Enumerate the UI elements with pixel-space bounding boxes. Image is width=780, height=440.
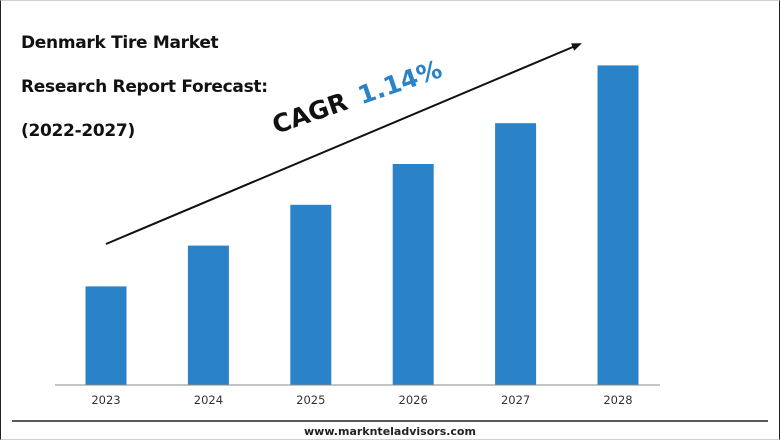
title-line-3: (2022-2027) bbox=[21, 121, 135, 141]
bar-2028 bbox=[597, 65, 639, 386]
bars-group bbox=[85, 65, 639, 386]
x-tick-2026: 2026 bbox=[399, 393, 428, 407]
cagr-label: CAGR bbox=[269, 87, 352, 140]
x-tick-2025: 2025 bbox=[296, 393, 325, 407]
cagr-value: 1.14% bbox=[354, 55, 445, 111]
x-tick-2023: 2023 bbox=[91, 393, 120, 407]
footer: www.marknteladvisors.com bbox=[0, 416, 780, 440]
x-tick-labels: 2023 2024 2025 2026 2027 2028 bbox=[91, 393, 632, 407]
bar-2026 bbox=[392, 164, 434, 385]
bar-2024 bbox=[187, 245, 229, 385]
cagr-trend-arrow bbox=[105, 43, 582, 245]
title-line-2: Research Report Forecast: bbox=[21, 77, 268, 97]
x-tick-2024: 2024 bbox=[194, 393, 223, 407]
bar-2025 bbox=[290, 204, 332, 385]
chart-title: Denmark Tire Market Research Report Fore… bbox=[21, 10, 268, 164]
cagr-annotation: CAGR 1.14% bbox=[269, 55, 446, 140]
footer-divider bbox=[12, 420, 768, 422]
x-tick-2028: 2028 bbox=[603, 393, 632, 407]
bar-2023 bbox=[85, 286, 127, 385]
x-tick-2027: 2027 bbox=[501, 393, 530, 407]
title-line-1: Denmark Tire Market bbox=[21, 33, 219, 53]
bar-2027 bbox=[495, 123, 537, 385]
footer-url: www.marknteladvisors.com bbox=[304, 425, 476, 438]
